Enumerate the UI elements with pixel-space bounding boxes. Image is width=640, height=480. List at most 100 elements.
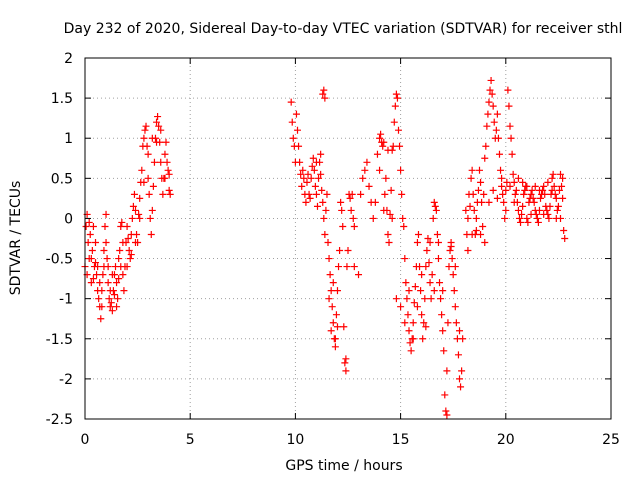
data-point [520,190,528,198]
data-point [347,206,355,214]
data-point [561,235,569,242]
data-point [549,170,557,178]
data-point [383,206,391,214]
data-point [524,218,532,226]
data-point [439,287,447,295]
data-point [95,295,103,303]
data-point [161,150,169,158]
data-point [423,247,431,255]
data-point [426,279,434,287]
data-point [451,263,459,271]
data-point [498,182,506,190]
data-point [88,247,96,255]
data-point [326,271,334,279]
data-point [341,359,349,367]
data-point [413,303,421,311]
data-point [363,158,371,166]
data-point [384,230,392,238]
data-point [161,174,169,182]
data-point [155,122,163,130]
data-point [329,319,337,327]
data-point [559,194,567,202]
data-point [302,198,310,206]
y-tick-label: 1.5 [51,91,73,107]
data-point [128,214,136,222]
data-point [523,214,531,222]
data-point [494,134,502,142]
data-point [342,355,350,363]
data-point [429,214,437,222]
data-point [114,295,122,303]
data-point [396,142,404,150]
data-point [103,255,111,263]
data-point [89,222,97,230]
data-point [399,214,407,222]
data-point [85,218,93,226]
data-point [349,214,357,222]
y-tick-label: -1 [59,292,73,308]
data-point [510,198,518,206]
data-point [445,263,453,271]
data-point [558,182,566,190]
data-point [386,210,394,218]
data-point [441,391,449,399]
data-point [292,110,300,118]
data-point [311,182,319,190]
data-point [93,271,101,279]
data-point [401,255,409,263]
data-point [136,194,144,202]
data-point [126,255,134,263]
y-axis-label: SDTVAR / TECUs [8,181,24,296]
x-tick-label: 5 [186,432,195,448]
data-point [422,323,430,331]
data-point [493,110,501,118]
data-point [163,158,171,166]
data-point [485,198,493,206]
data-point [519,202,527,210]
data-point [113,279,121,287]
data-point [102,239,110,247]
data-point [510,178,518,186]
data-point [135,210,143,218]
data-point [544,178,552,186]
data-point [500,198,508,206]
data-point [527,210,535,218]
data-point [317,150,325,158]
data-point [123,222,131,230]
data-point [397,166,405,174]
data-point [419,335,427,343]
data-point [559,174,567,182]
x-tick-label: 0 [81,432,90,448]
data-point [430,198,438,206]
data-point [131,239,139,247]
data-point [328,303,336,311]
data-point [331,343,339,351]
data-point [149,182,157,190]
data-point [357,190,365,198]
y-tick-label: -2.5 [46,412,73,428]
data-point [340,323,348,331]
data-point [427,295,435,303]
data-point [523,182,531,190]
axis-ticks [84,57,612,420]
y-tick-label: 0.5 [51,171,73,187]
data-point [309,154,317,162]
data-point [296,158,304,166]
data-point [92,259,100,267]
data-point [466,202,474,210]
data-point [450,287,458,295]
data-point [560,226,568,234]
data-point [297,170,305,178]
data-point [145,190,153,198]
data-point [287,98,295,106]
data-point [519,178,527,186]
data-point [409,335,417,343]
data-point [521,186,529,194]
y-tick-label: 0 [64,211,73,227]
data-point [165,186,173,194]
data-point [402,279,410,287]
data-point [456,327,464,335]
data-point [371,198,379,206]
data-point [405,287,413,295]
data-point [406,339,414,347]
